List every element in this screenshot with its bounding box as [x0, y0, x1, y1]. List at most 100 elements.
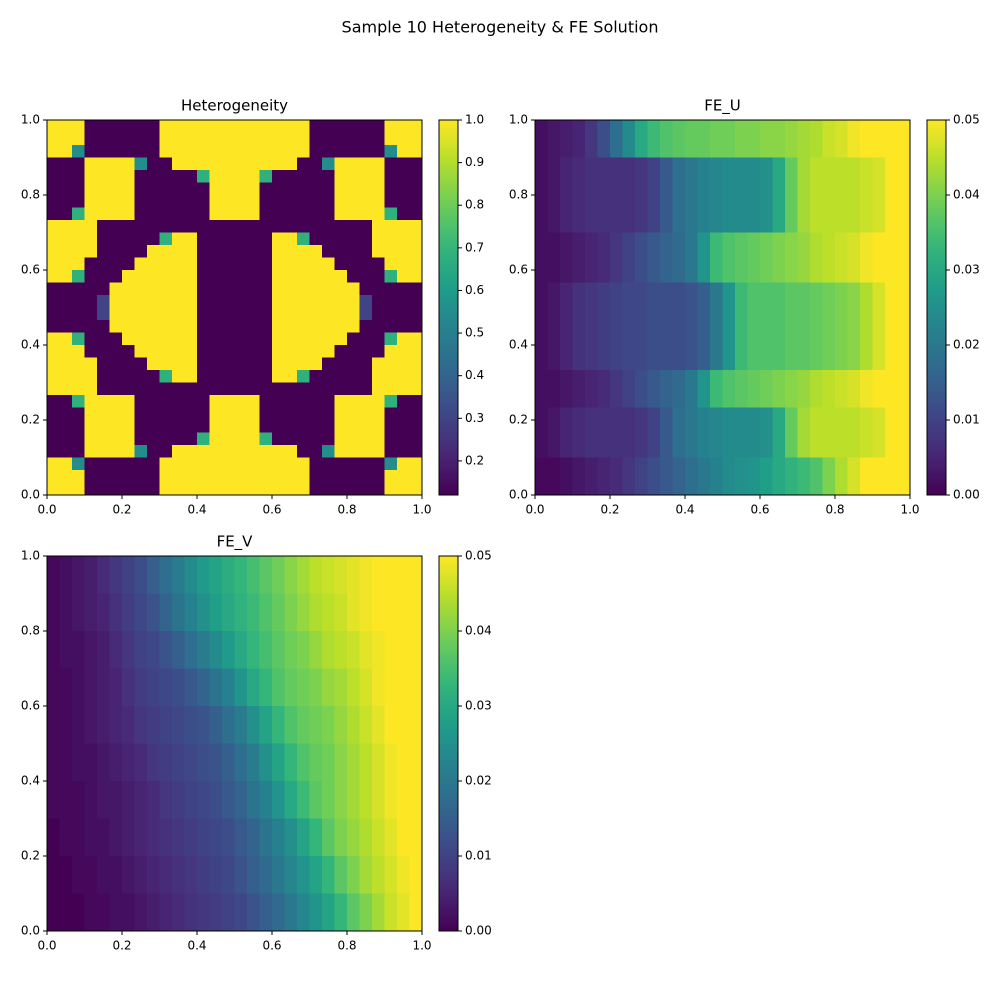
heatmap-cell [309, 132, 323, 146]
heatmap-cell [297, 781, 310, 794]
heatmap-cell [272, 681, 285, 694]
heatmap-cell [122, 681, 135, 694]
heatmap-cell [134, 145, 148, 158]
heatmap-cell [710, 357, 723, 371]
heatmap-cell [97, 382, 110, 396]
heatmap-cell [109, 420, 123, 433]
heatmap-cell [810, 470, 823, 483]
heatmap-cell [672, 157, 686, 171]
heatmap-cell [297, 843, 310, 857]
heatmap-cell [159, 470, 173, 483]
heatmap-cell [197, 856, 210, 869]
heatmap-cell [234, 320, 248, 333]
heatmap-cell [159, 893, 173, 907]
heatmap-cell [72, 756, 85, 769]
heatmap-cell [197, 332, 210, 346]
heatmap-cell [347, 593, 360, 607]
heatmap-cell [885, 357, 898, 371]
heatmap-cell [134, 270, 148, 283]
heatmap-cell [247, 831, 260, 844]
heatmap-cell [822, 420, 836, 433]
heatmap-cell [234, 307, 248, 321]
heatmap-cell [297, 606, 310, 619]
heatmap-cell [560, 257, 573, 271]
heatmap-cell [197, 568, 210, 582]
heatmap-cell [359, 918, 373, 932]
heatmap-cell [785, 332, 798, 346]
heatmap-cell [572, 132, 586, 146]
heatmap-cell [347, 581, 360, 594]
heatmap-cell [272, 606, 285, 619]
heatmap-cell [209, 668, 223, 682]
heatmap-cell [147, 706, 160, 719]
heatmap-panel: FE_U0.0 0.2 0.4 0.6 0.8 1.00.00.20.40.60.81.0… [509, 97, 980, 517]
heatmap-cell [197, 918, 210, 932]
heatmap-cell [84, 906, 98, 919]
heatmap-cell [384, 768, 398, 782]
heatmap-cell [347, 195, 360, 208]
heatmap-cell [847, 370, 861, 383]
heatmap-cell [710, 257, 723, 271]
heatmap-cell [785, 145, 798, 158]
heatmap-cell [147, 457, 160, 471]
heatmap-cell [172, 257, 185, 271]
heatmap-cell [372, 918, 385, 932]
heatmap-cell [409, 282, 423, 296]
heatmap-cell [222, 568, 235, 582]
heatmap-cell [847, 432, 861, 446]
heatmap-cell [735, 420, 748, 433]
heatmap-cell [722, 382, 736, 396]
heatmap-cell [597, 182, 611, 196]
heatmap-cell [635, 445, 648, 458]
heatmap-cell [297, 345, 310, 358]
heatmap-cell [72, 182, 85, 196]
heatmap-cell [184, 307, 198, 321]
heatmap-cell [122, 470, 135, 483]
heatmap-cell [309, 320, 323, 333]
heatmap-cell [134, 332, 148, 346]
heatmap-cell [247, 395, 260, 408]
heatmap-cell [197, 881, 210, 894]
heatmap-cell [59, 232, 73, 246]
heatmap-cell [59, 382, 73, 396]
heatmap-cell [610, 170, 623, 183]
heatmap-cell [372, 593, 385, 607]
heatmap-cell [84, 457, 98, 471]
heatmap-cell [247, 307, 260, 321]
heatmap-cell [872, 182, 886, 196]
heatmap-cell [822, 382, 836, 396]
heatmap-cell [309, 407, 323, 421]
heatmap-cell [297, 618, 310, 632]
heatmap-cell [197, 818, 210, 832]
heatmap-cell [847, 157, 861, 171]
heatmap-cell [835, 220, 848, 233]
heatmap-cell [122, 631, 135, 644]
heatmap-cell [84, 407, 98, 421]
heatmap-cell [710, 170, 723, 183]
heatmap-cell [535, 270, 548, 283]
heatmap-cell [822, 332, 836, 346]
heatmap-cell [184, 631, 198, 644]
heatmap-cell [222, 282, 235, 296]
heatmap-cell [184, 145, 198, 158]
heatmap-cell [660, 482, 673, 496]
heatmap-cell [334, 295, 348, 308]
heatmap-cell [172, 893, 185, 907]
heatmap-cell [109, 756, 123, 769]
heatmap-cell [409, 320, 423, 333]
heatmap-cell [760, 132, 773, 146]
heatmap-cell [347, 706, 360, 719]
heatmap-cell [760, 320, 773, 333]
heatmap-cell [409, 207, 423, 221]
heatmap-cell [760, 232, 773, 246]
heatmap-cell [84, 470, 98, 483]
heatmap-cell [810, 357, 823, 371]
heatmap-cell [209, 806, 223, 819]
heatmap-cell [597, 382, 611, 396]
heatmap-cell [234, 706, 248, 719]
heatmap-cell [297, 282, 310, 296]
heatmap-cell [47, 843, 60, 857]
heatmap-cell [885, 470, 898, 483]
heatmap-cell [159, 581, 173, 594]
heatmap-cell [722, 207, 736, 221]
